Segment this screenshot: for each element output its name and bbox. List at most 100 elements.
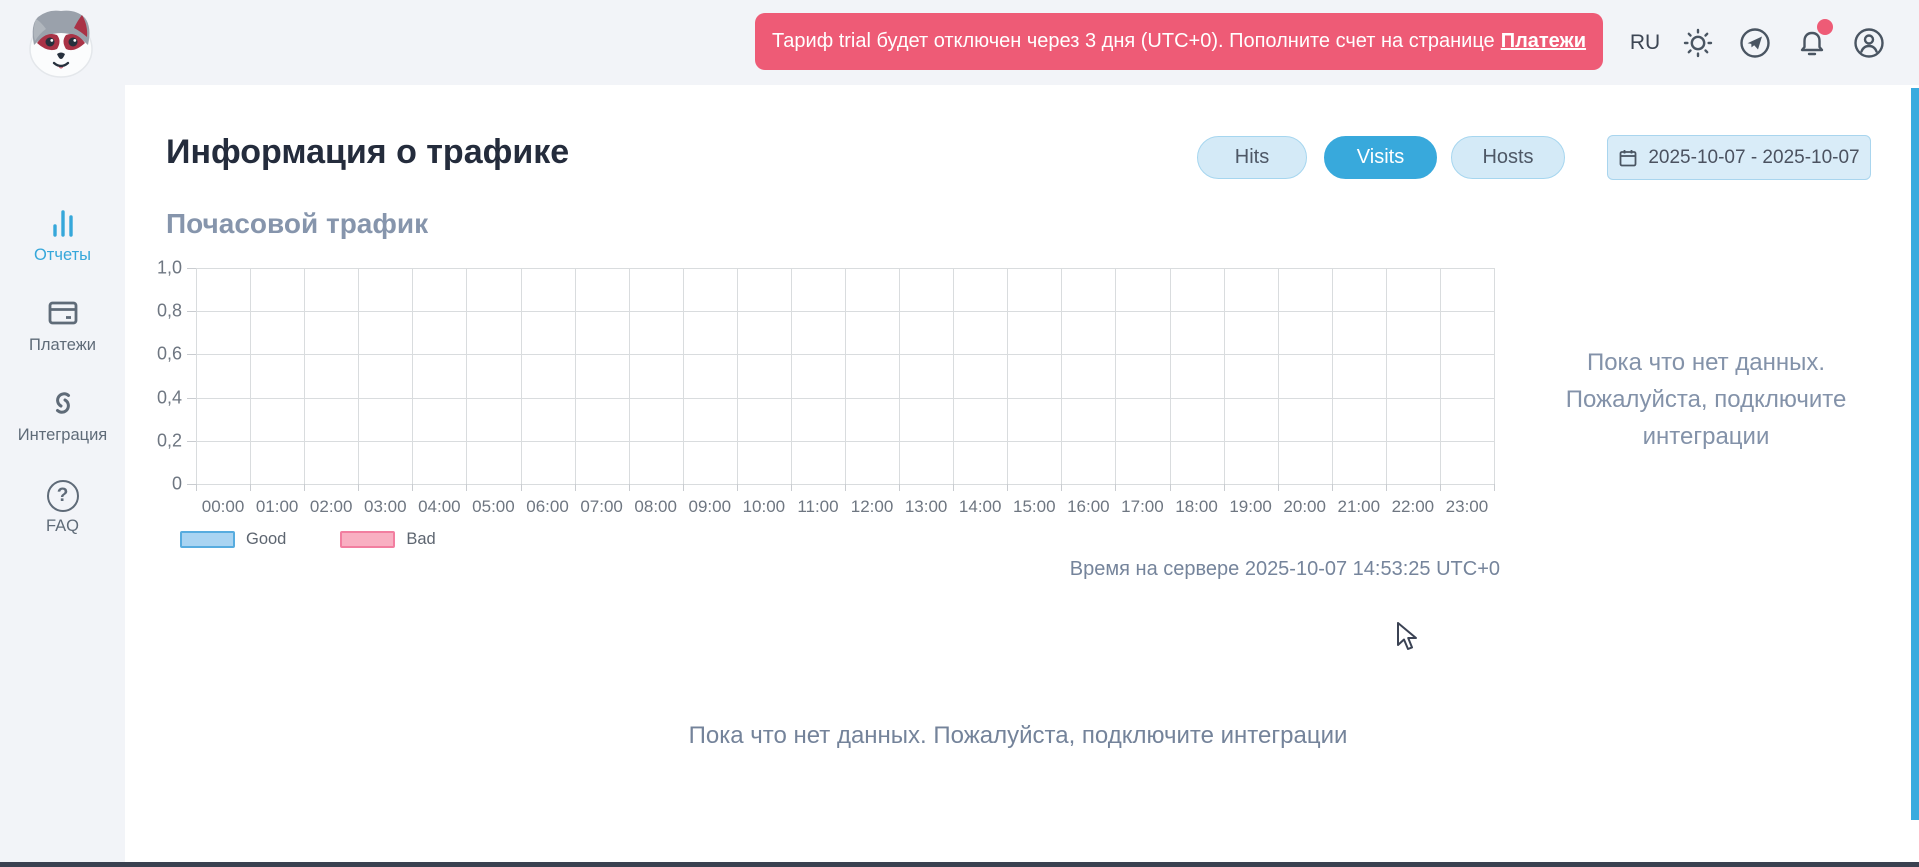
x-tick-label: 04:00 (418, 497, 461, 516)
sidebar-item-payments[interactable]: Платежи (0, 295, 125, 355)
x-tick-label: 23:00 (1445, 497, 1489, 516)
user-avatar-icon[interactable] (1851, 25, 1887, 61)
bar-chart-icon (45, 205, 81, 241)
sidebar-item-reports[interactable]: Отчеты (0, 205, 125, 265)
grid-vline (1061, 268, 1063, 484)
grid-vline (466, 268, 468, 484)
telegram-icon[interactable] (1737, 25, 1773, 61)
x-tick-label: 20:00 (1283, 497, 1326, 516)
logo-raccoon[interactable] (24, 5, 98, 81)
x-tick-label: 06:00 (526, 497, 569, 516)
x-axis-tick (1115, 484, 1117, 491)
grid-vline (520, 268, 522, 484)
x-axis-tick (1494, 484, 1495, 491)
x-tick-label: 22:00 (1391, 497, 1435, 516)
y-tick-label: 0,2 (156, 430, 182, 451)
grid-vline (250, 268, 252, 484)
x-axis-tick (1007, 484, 1009, 491)
hourly-traffic-chart: 1,0 0,8 0,6 0,4 0,2 0 00:00 01:00 02:00 03:00 04:0… (157, 258, 1495, 516)
date-range-value: 2025-10-07 - 2025-10-07 (1648, 146, 1860, 168)
x-axis-tick (520, 484, 522, 491)
legend-label: Bad (406, 530, 436, 548)
page-title: Информация о трафике (166, 133, 570, 171)
grid-vline (845, 268, 846, 484)
x-axis-tick (1331, 484, 1333, 491)
header: Тариф trial будет отключен через 3 дня (… (0, 0, 1919, 85)
x-axis-tick (845, 484, 846, 491)
legend-swatch (180, 531, 235, 548)
tab-hits[interactable]: Hits (1197, 136, 1307, 179)
legend-entry: Good (180, 530, 286, 549)
x-axis-tick (250, 484, 252, 491)
grid-vline (358, 268, 360, 484)
grid-vline (1223, 268, 1225, 484)
x-tick-label: 07:00 (580, 497, 623, 516)
credit-card-icon (45, 295, 81, 331)
x-tick-label: 11:00 (797, 497, 839, 516)
theme-toggle-sun-icon[interactable] (1680, 25, 1716, 61)
chart-title: Почасовой трафик (166, 208, 429, 239)
y-tick-label: 1,0 (156, 257, 182, 278)
x-axis-tick (736, 484, 738, 491)
chart-legend: Good Bad (180, 530, 436, 549)
grid-vline (628, 268, 630, 484)
x-axis-tick (790, 484, 792, 491)
legend-entry: Bad (340, 530, 436, 549)
sidebar-item-integration[interactable]: Интеграция (0, 385, 125, 445)
link-icon (45, 385, 81, 421)
x-tick-label: 02:00 (309, 497, 353, 516)
mouse-cursor (1397, 622, 1417, 650)
y-tick-label: 0,8 (156, 300, 182, 321)
x-tick-label: 17:00 (1121, 497, 1164, 516)
x-tick-label: 14:00 (958, 497, 1002, 516)
y-axis-tick (187, 440, 196, 442)
x-tick-label: 00:00 (201, 497, 245, 516)
no-data-side-message: Пока что нет данных. Пожалуйста, подключ… (1565, 349, 1847, 450)
x-axis-tick (196, 484, 197, 491)
grid-vline (1385, 268, 1387, 484)
grid-vline (790, 268, 792, 484)
sidebar-item-label: Интеграция (17, 426, 108, 444)
tab-visits[interactable]: Visits (1324, 136, 1437, 179)
sidebar: Отчеты Платежи Интеграция ? (0, 85, 125, 867)
grid-vline (574, 268, 576, 484)
x-tick-label: 01:00 (255, 497, 299, 516)
x-tick-label: 03:00 (364, 497, 407, 516)
grid-vline (736, 268, 738, 484)
alert-payments-link[interactable]: Платежи (1500, 30, 1587, 52)
x-axis-tick (899, 484, 901, 491)
calendar-icon (1619, 149, 1637, 166)
x-tick-label: 12:00 (850, 497, 894, 516)
x-axis-tick (1385, 484, 1387, 491)
x-axis-tick (466, 484, 468, 491)
grid-vline (1115, 268, 1117, 484)
tab-hosts[interactable]: Hosts (1451, 136, 1565, 179)
date-range-picker[interactable]: 2025-10-07 - 2025-10-07 (1607, 135, 1871, 180)
x-axis-tick (682, 484, 684, 491)
x-tick-label: 10:00 (742, 497, 786, 516)
x-axis-tick (304, 484, 306, 491)
notification-badge (1817, 19, 1833, 35)
x-tick-label: 13:00 (904, 497, 948, 516)
y-axis-tick (187, 397, 196, 399)
x-tick-label: 05:00 (472, 497, 515, 516)
scrollbar-thumb[interactable] (1911, 88, 1919, 820)
grid-vline (1439, 268, 1441, 484)
y-tick-label: 0 (171, 473, 182, 494)
x-tick-label: 16:00 (1067, 497, 1110, 516)
x-axis-tick (1277, 484, 1279, 491)
sidebar-item-faq[interactable]: ? FAQ (0, 478, 125, 536)
x-axis-tick (1169, 484, 1171, 491)
x-axis-tick (574, 484, 576, 491)
grid-vline (1331, 268, 1333, 484)
sidebar-item-label: FAQ (45, 517, 79, 535)
grid-vline (1277, 268, 1279, 484)
legend-label: Good (246, 530, 287, 548)
grid-vline (1494, 268, 1495, 484)
notifications-bell-icon[interactable] (1794, 19, 1833, 61)
grid-vline (899, 268, 901, 484)
language-selector[interactable]: RU (1629, 30, 1661, 54)
server-time-label: Время на сервере 2025-10-07 14:53:25 UTC… (1069, 558, 1500, 580)
y-tick-label: 0,6 (156, 343, 182, 364)
y-axis-tick (187, 268, 196, 269)
